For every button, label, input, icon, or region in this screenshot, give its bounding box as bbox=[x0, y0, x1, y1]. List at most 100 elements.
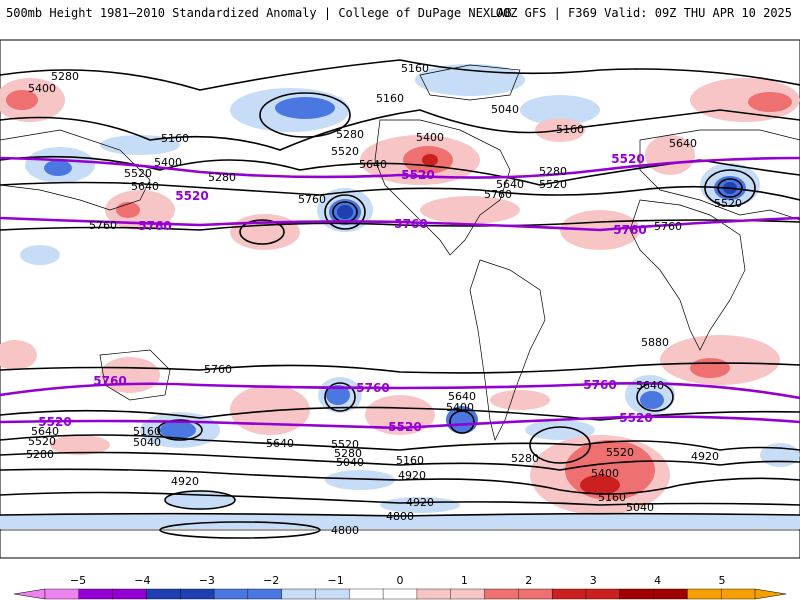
contour-label-highlight: 5520 bbox=[611, 152, 644, 166]
colorbar-swatch bbox=[416, 588, 452, 600]
contour-label: 4920 bbox=[406, 496, 434, 509]
colorbar-arrow-right bbox=[754, 588, 787, 600]
positive-anomaly-shading bbox=[0, 78, 800, 515]
contour-label: 5520 bbox=[124, 167, 152, 180]
colorbar-swatch bbox=[213, 588, 249, 600]
contour-label: 5640 bbox=[31, 425, 59, 438]
contour-label: 5160 bbox=[161, 132, 189, 145]
colorbar-tick-label: 1 bbox=[461, 574, 468, 587]
contour-label: 4800 bbox=[331, 524, 359, 537]
colorbar-swatch bbox=[78, 588, 114, 600]
colorbar-swatch bbox=[247, 588, 283, 600]
contour-label: 5760 bbox=[298, 193, 326, 206]
contour-label: 5640 bbox=[131, 180, 159, 193]
map-title: 500mb Height 1981–2010 Standardized Anom… bbox=[6, 6, 512, 20]
purple-contour-labels: 5520 5520 5760 5520 5760 5760 5760 5760 … bbox=[38, 152, 652, 434]
colorbar-swatch bbox=[180, 588, 215, 600]
contour-label: 5280 bbox=[539, 165, 567, 178]
contour-label-highlight: 5520 bbox=[38, 415, 71, 429]
colorbar: −5 −4 −3 −2 −1 0 1 2 3 4 5 bbox=[13, 574, 787, 600]
contour-label: 4920 bbox=[398, 469, 426, 482]
colorbar-swatch bbox=[687, 588, 722, 600]
coastlines bbox=[0, 64, 800, 531]
black-contour-labels: 5280 5400 5160 5160 5040 5160 5280 5400 … bbox=[26, 62, 742, 537]
contour-label-highlight: 5520 bbox=[175, 189, 208, 203]
contour-label: 5640 bbox=[636, 379, 664, 392]
contour-label: 5280 bbox=[208, 171, 236, 184]
south-america-outline bbox=[469, 259, 546, 442]
contour-label: 5160 bbox=[401, 62, 429, 75]
contour-label: 5640 bbox=[496, 178, 524, 191]
colorbar-swatch bbox=[382, 588, 418, 600]
contour-label-highlight: 5520 bbox=[619, 411, 652, 425]
contour-label: 5640 bbox=[448, 390, 476, 403]
contour-label: 5520 bbox=[714, 197, 742, 210]
contour-label: 5160 bbox=[376, 92, 404, 105]
north-america-outline bbox=[374, 119, 511, 256]
contour-label: 5160 bbox=[133, 425, 161, 438]
colorbar-tick-label: 0 bbox=[397, 574, 404, 587]
colorbar-swatch bbox=[619, 588, 655, 600]
colorbar-tick-label: 3 bbox=[590, 574, 597, 587]
contour-label-highlight: 5760 bbox=[613, 223, 646, 237]
contour-label: 5040 bbox=[491, 103, 519, 116]
colorbar-tick-label: 5 bbox=[719, 574, 726, 587]
contour-label: 5160 bbox=[598, 491, 626, 504]
contour-label: 5280 bbox=[336, 128, 364, 141]
colorbar-swatch bbox=[585, 588, 621, 600]
contour-label: 5880 bbox=[641, 336, 669, 349]
colorbar-swatch bbox=[349, 588, 384, 600]
contour-label: 5640 bbox=[669, 137, 697, 150]
colorbar-swatch bbox=[484, 588, 519, 600]
contour-label: 5160 bbox=[396, 454, 424, 467]
contour-label: 5760 bbox=[89, 219, 117, 232]
colorbar-swatch bbox=[450, 588, 486, 600]
contour-label: 5280 bbox=[511, 452, 539, 465]
colorbar-swatch bbox=[653, 588, 688, 600]
colorbar-tick-label: −3 bbox=[199, 574, 215, 587]
contour-label: 5520 bbox=[28, 435, 56, 448]
contour-label: 5520 bbox=[331, 145, 359, 158]
contour-label: 5520 bbox=[331, 438, 359, 451]
colorbar-tick-label: −4 bbox=[134, 574, 150, 587]
colorbar-swatch bbox=[112, 588, 147, 600]
contour-label-highlight: 5760 bbox=[394, 217, 427, 231]
colorbar-swatch bbox=[146, 588, 181, 600]
contour-label: 5520 bbox=[606, 446, 634, 459]
colorbar-tick-label: 4 bbox=[654, 574, 661, 587]
colorbar-swatch bbox=[315, 588, 350, 600]
contour-label-highlight: 5760 bbox=[138, 219, 171, 233]
colorbar-swatch bbox=[551, 588, 587, 600]
contour-label: 5160 bbox=[556, 123, 584, 136]
contour-label: 4800 bbox=[386, 510, 414, 523]
contour-label: 5400 bbox=[591, 467, 619, 480]
contour-label: 5760 bbox=[654, 220, 682, 233]
contour-label: 5040 bbox=[133, 436, 161, 449]
contour-label: 5280 bbox=[51, 70, 79, 83]
contour-label: 5400 bbox=[154, 156, 182, 169]
colorbar-swatch bbox=[44, 588, 80, 600]
contour-label: 4920 bbox=[691, 450, 719, 463]
contour-label: 5640 bbox=[359, 158, 387, 171]
contour-label: 5640 bbox=[266, 437, 294, 450]
colorbar-arrow-left bbox=[13, 588, 46, 600]
model-run-info: 00Z GFS | F369 Valid: 09Z THU APR 10 202… bbox=[495, 6, 792, 20]
contour-label-highlight: 5760 bbox=[583, 378, 616, 392]
contour-label: 5520 bbox=[539, 178, 567, 191]
contour-label: 5400 bbox=[416, 131, 444, 144]
contour-label: 5760 bbox=[204, 363, 232, 376]
contour-label: 5760 bbox=[484, 188, 512, 201]
contour-label: 5040 bbox=[336, 456, 364, 469]
colorbar-tick-label: −5 bbox=[70, 574, 86, 587]
contour-label: 5280 bbox=[334, 447, 362, 460]
eurasia-outline bbox=[639, 129, 800, 221]
contour-label-highlight: 5520 bbox=[401, 168, 434, 182]
contour-label-highlight: 5760 bbox=[93, 374, 126, 388]
contour-label-highlight: 5520 bbox=[388, 420, 421, 434]
contour-label: 5400 bbox=[28, 82, 56, 95]
contour-label: 5040 bbox=[626, 501, 654, 514]
colorbar-tick-label: −2 bbox=[263, 574, 279, 587]
east-asia-outline bbox=[0, 129, 151, 211]
colorbar-swatch bbox=[720, 588, 756, 600]
